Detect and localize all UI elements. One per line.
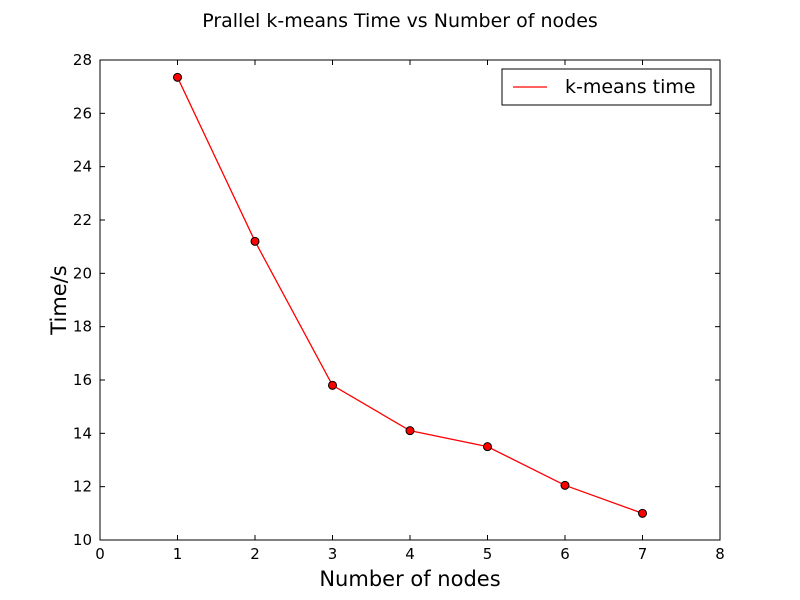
x-tick-label: 0 xyxy=(95,545,105,563)
x-tick-label: 8 xyxy=(715,545,725,563)
y-axis-ticks: 10 12 14 16 18 20 22 24 26 28 xyxy=(73,51,720,549)
y-tick-label: 20 xyxy=(73,264,92,282)
data-point xyxy=(483,442,492,452)
y-axis-label: Time/s xyxy=(47,265,71,335)
x-tick-label: 1 xyxy=(173,545,183,563)
data-point xyxy=(405,426,415,436)
x-tick-label: 6 xyxy=(560,545,570,563)
data-point xyxy=(173,72,182,82)
chart-title: Prallel k-means Time vs Number of nodes xyxy=(202,10,598,32)
y-tick-label: 16 xyxy=(73,371,92,389)
plot-frame xyxy=(99,59,721,541)
series-layer xyxy=(173,72,647,518)
legend: k-means time xyxy=(501,68,712,106)
x-tick-label: 2 xyxy=(250,545,260,563)
legend-entry-label: k-means time xyxy=(565,76,696,98)
data-point xyxy=(560,480,570,490)
data-point xyxy=(250,236,260,246)
x-tick-label: 4 xyxy=(405,545,415,563)
data-point xyxy=(328,380,337,390)
y-tick-label: 18 xyxy=(73,318,92,336)
y-tick-label: 14 xyxy=(73,424,92,442)
x-tick-label: 7 xyxy=(638,545,648,563)
y-tick-label: 24 xyxy=(73,158,92,176)
y-tick-label: 12 xyxy=(73,478,92,496)
y-tick-label: 22 xyxy=(73,211,92,229)
y-tick-label: 10 xyxy=(73,531,92,549)
x-tick-label: 5 xyxy=(483,545,493,563)
x-axis-label: Number of nodes xyxy=(319,567,500,591)
x-tick-label: 3 xyxy=(328,545,338,563)
y-tick-label: 26 xyxy=(73,104,92,122)
data-point xyxy=(638,508,647,518)
y-tick-label: 28 xyxy=(73,51,92,69)
